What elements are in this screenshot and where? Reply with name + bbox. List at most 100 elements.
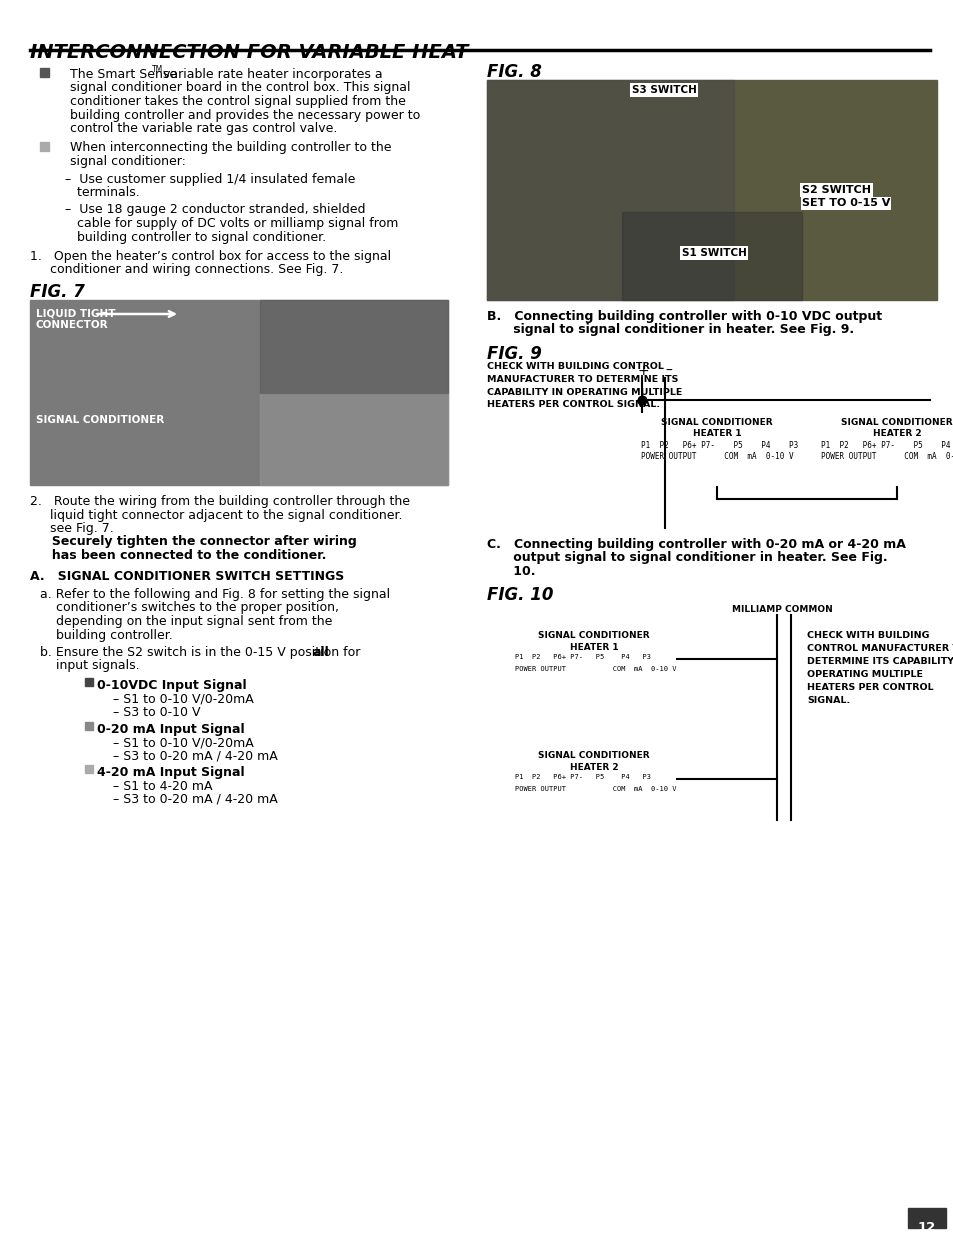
Text: signal conditioner:: signal conditioner:	[70, 156, 186, 168]
Text: output signal to signal conditioner in heater. See Fig.: output signal to signal conditioner in h…	[486, 552, 886, 564]
Text: SIGNAL CONDITIONER: SIGNAL CONDITIONER	[537, 631, 649, 641]
Bar	[85, 721, 92, 730]
Text: P1  P2   P6+ P7-    P5    P4    P3: P1 P2 P6+ P7- P5 P4 P3	[640, 441, 798, 450]
Text: +: +	[638, 364, 649, 378]
Text: When interconnecting the building controller to the: When interconnecting the building contro…	[70, 142, 391, 154]
Text: LIQUID TIGHT: LIQUID TIGHT	[36, 308, 115, 317]
Bar	[259, 300, 448, 393]
Text: FIG. 8: FIG. 8	[486, 63, 541, 82]
Bar	[637, 412, 796, 487]
Text: – S3 to 0-20 mA / 4-20 mA: – S3 to 0-20 mA / 4-20 mA	[112, 750, 277, 762]
Text: a. Refer to the following and Fig. 8 for setting the signal: a. Refer to the following and Fig. 8 for…	[40, 588, 390, 601]
Text: SIGNAL.: SIGNAL.	[806, 695, 849, 705]
Text: SIGNAL CONDITIONER: SIGNAL CONDITIONER	[841, 417, 952, 427]
Text: CONTROL MANUFACTURER TO: CONTROL MANUFACTURER TO	[806, 645, 953, 653]
Text: C.   Connecting building controller with 0-20 mA or 4-20 mA: C. Connecting building controller with 0…	[486, 538, 905, 551]
Bar	[816, 412, 953, 487]
Text: S3 SWITCH: S3 SWITCH	[631, 85, 696, 95]
Text: A.   SIGNAL CONDITIONER SWITCH SETTINGS: A. SIGNAL CONDITIONER SWITCH SETTINGS	[30, 571, 344, 583]
Text: 2.   Route the wiring from the building controller through the: 2. Route the wiring from the building co…	[30, 495, 410, 508]
Text: TM: TM	[152, 65, 163, 74]
Text: SIGNAL CONDITIONER: SIGNAL CONDITIONER	[36, 415, 164, 425]
Text: MILLIAMP COMMON: MILLIAMP COMMON	[731, 604, 832, 614]
Text: control the variable rate gas control valve.: control the variable rate gas control va…	[70, 122, 337, 135]
Text: terminals.: terminals.	[65, 186, 139, 199]
Text: POWER OUTPUT           COM  mA  0-10 V: POWER OUTPUT COM mA 0-10 V	[515, 785, 676, 792]
Text: OPERATING MULTIPLE: OPERATING MULTIPLE	[806, 669, 923, 679]
Bar	[40, 68, 49, 77]
Bar	[486, 80, 936, 300]
Text: The Smart Sense: The Smart Sense	[70, 68, 177, 82]
Bar	[30, 300, 448, 485]
Text: 0-10VDC Input Signal: 0-10VDC Input Signal	[97, 679, 247, 692]
Text: CHECK WITH BUILDING CONTROL: CHECK WITH BUILDING CONTROL	[486, 362, 663, 370]
Text: signal to signal conditioner in heater. See Fig. 9.: signal to signal conditioner in heater. …	[486, 324, 853, 336]
Bar	[85, 678, 92, 685]
Text: all: all	[313, 646, 329, 659]
Text: S1 SWITCH: S1 SWITCH	[681, 248, 746, 258]
Text: HEATER 1: HEATER 1	[692, 430, 740, 438]
Bar	[621, 212, 801, 300]
Bar	[617, 358, 929, 529]
Text: POWER OUTPUT      COM  mA  0-10 V: POWER OUTPUT COM mA 0-10 V	[640, 452, 793, 462]
Text: building controller.: building controller.	[40, 629, 172, 641]
Text: CONNECTOR: CONNECTOR	[36, 320, 109, 330]
Bar	[259, 393, 448, 485]
Bar	[85, 764, 92, 773]
Text: –: –	[664, 364, 671, 378]
Text: – S3 to 0-20 mA / 4-20 mA: – S3 to 0-20 mA / 4-20 mA	[112, 793, 277, 806]
Bar	[512, 746, 677, 811]
Text: POWER OUTPUT           COM  mA  0-10 V: POWER OUTPUT COM mA 0-10 V	[515, 666, 676, 672]
Text: SET TO 0-15 V: SET TO 0-15 V	[801, 199, 889, 209]
Text: 10.: 10.	[486, 564, 535, 578]
Text: FIG. 10: FIG. 10	[486, 587, 553, 604]
Text: 12: 12	[917, 1221, 935, 1234]
Bar	[40, 142, 49, 151]
Text: POWER OUTPUT      COM  mA  0-10 V: POWER OUTPUT COM mA 0-10 V	[821, 452, 953, 462]
Text: P1  P2   P6+ P7-   P5    P4   P3: P1 P2 P6+ P7- P5 P4 P3	[515, 655, 650, 661]
Text: FIG. 9: FIG. 9	[486, 345, 541, 363]
Text: – S1 to 0-10 V/0-20mA: – S1 to 0-10 V/0-20mA	[112, 736, 253, 748]
Text: cable for supply of DC volts or milliamp signal from: cable for supply of DC volts or milliamp…	[65, 217, 398, 230]
Text: S2 SWITCH: S2 SWITCH	[801, 185, 870, 195]
Text: input signals.: input signals.	[40, 659, 139, 673]
Text: conditioner’s switches to the proper position,: conditioner’s switches to the proper pos…	[40, 601, 338, 615]
Bar	[512, 626, 677, 692]
Text: CHECK WITH BUILDING: CHECK WITH BUILDING	[806, 631, 928, 641]
Text: 0-20 mA Input Signal: 0-20 mA Input Signal	[97, 722, 244, 736]
Text: FIG. 7: FIG. 7	[30, 283, 85, 301]
Bar	[486, 80, 734, 300]
Text: MANUFACTURER TO DETERMINE ITS: MANUFACTURER TO DETERMINE ITS	[486, 375, 678, 384]
Text: Securely tighten the connector after wiring: Securely tighten the connector after wir…	[30, 536, 356, 548]
Text: HEATERS PER CONTROL SIGNAL.: HEATERS PER CONTROL SIGNAL.	[486, 400, 659, 410]
Text: HEATER 2: HEATER 2	[569, 763, 618, 772]
Text: building controller and provides the necessary power to: building controller and provides the nec…	[70, 109, 420, 121]
Text: signal conditioner board in the control box. This signal: signal conditioner board in the control …	[70, 82, 410, 95]
Text: P1  P2   P6+ P7-   P5    P4   P3: P1 P2 P6+ P7- P5 P4 P3	[515, 774, 650, 781]
Text: has been connected to the conditioner.: has been connected to the conditioner.	[30, 550, 326, 562]
Text: – S3 to 0-10 V: – S3 to 0-10 V	[112, 706, 200, 719]
Text: P1  P2   P6+ P7-    P5    P4    P3: P1 P2 P6+ P7- P5 P4 P3	[821, 441, 953, 450]
Text: b. Ensure the S2 switch is in the 0-15 V position for: b. Ensure the S2 switch is in the 0-15 V…	[40, 646, 364, 659]
Text: liquid tight connector adjacent to the signal conditioner.: liquid tight connector adjacent to the s…	[30, 509, 402, 521]
Text: conditioner and wiring connections. See Fig. 7.: conditioner and wiring connections. See …	[30, 263, 343, 277]
Text: building controller to signal conditioner.: building controller to signal conditione…	[65, 231, 326, 243]
Text: conditioner takes the control signal supplied from the: conditioner takes the control signal sup…	[70, 95, 405, 107]
Text: INTERCONNECTION FOR VARIABLE HEAT: INTERCONNECTION FOR VARIABLE HEAT	[30, 43, 468, 62]
Bar	[907, 1208, 945, 1228]
Text: see Fig. 7.: see Fig. 7.	[30, 522, 113, 535]
Text: CAPABILITY IN OPERATING MULTIPLE: CAPABILITY IN OPERATING MULTIPLE	[486, 388, 681, 396]
Text: SIGNAL CONDITIONER: SIGNAL CONDITIONER	[660, 417, 772, 427]
Text: B.   Connecting building controller with 0-10 VDC output: B. Connecting building controller with 0…	[486, 310, 882, 324]
Text: depending on the input signal sent from the: depending on the input signal sent from …	[40, 615, 332, 629]
Text: – S1 to 4-20 mA: – S1 to 4-20 mA	[112, 779, 213, 793]
Text: HEATER 2: HEATER 2	[872, 430, 921, 438]
Text: SIGNAL CONDITIONER: SIGNAL CONDITIONER	[537, 752, 649, 761]
Bar	[501, 616, 649, 836]
Text: 4-20 mA Input Signal: 4-20 mA Input Signal	[97, 766, 244, 779]
Text: HEATER 1: HEATER 1	[569, 643, 618, 652]
Text: 1.   Open the heater’s control box for access to the signal: 1. Open the heater’s control box for acc…	[30, 249, 391, 263]
Text: –  Use customer supplied 1/4 insulated female: – Use customer supplied 1/4 insulated fe…	[65, 173, 355, 185]
Text: DETERMINE ITS CAPABILITY IN: DETERMINE ITS CAPABILITY IN	[806, 657, 953, 666]
Text: HEATERS PER CONTROL: HEATERS PER CONTROL	[806, 683, 933, 692]
